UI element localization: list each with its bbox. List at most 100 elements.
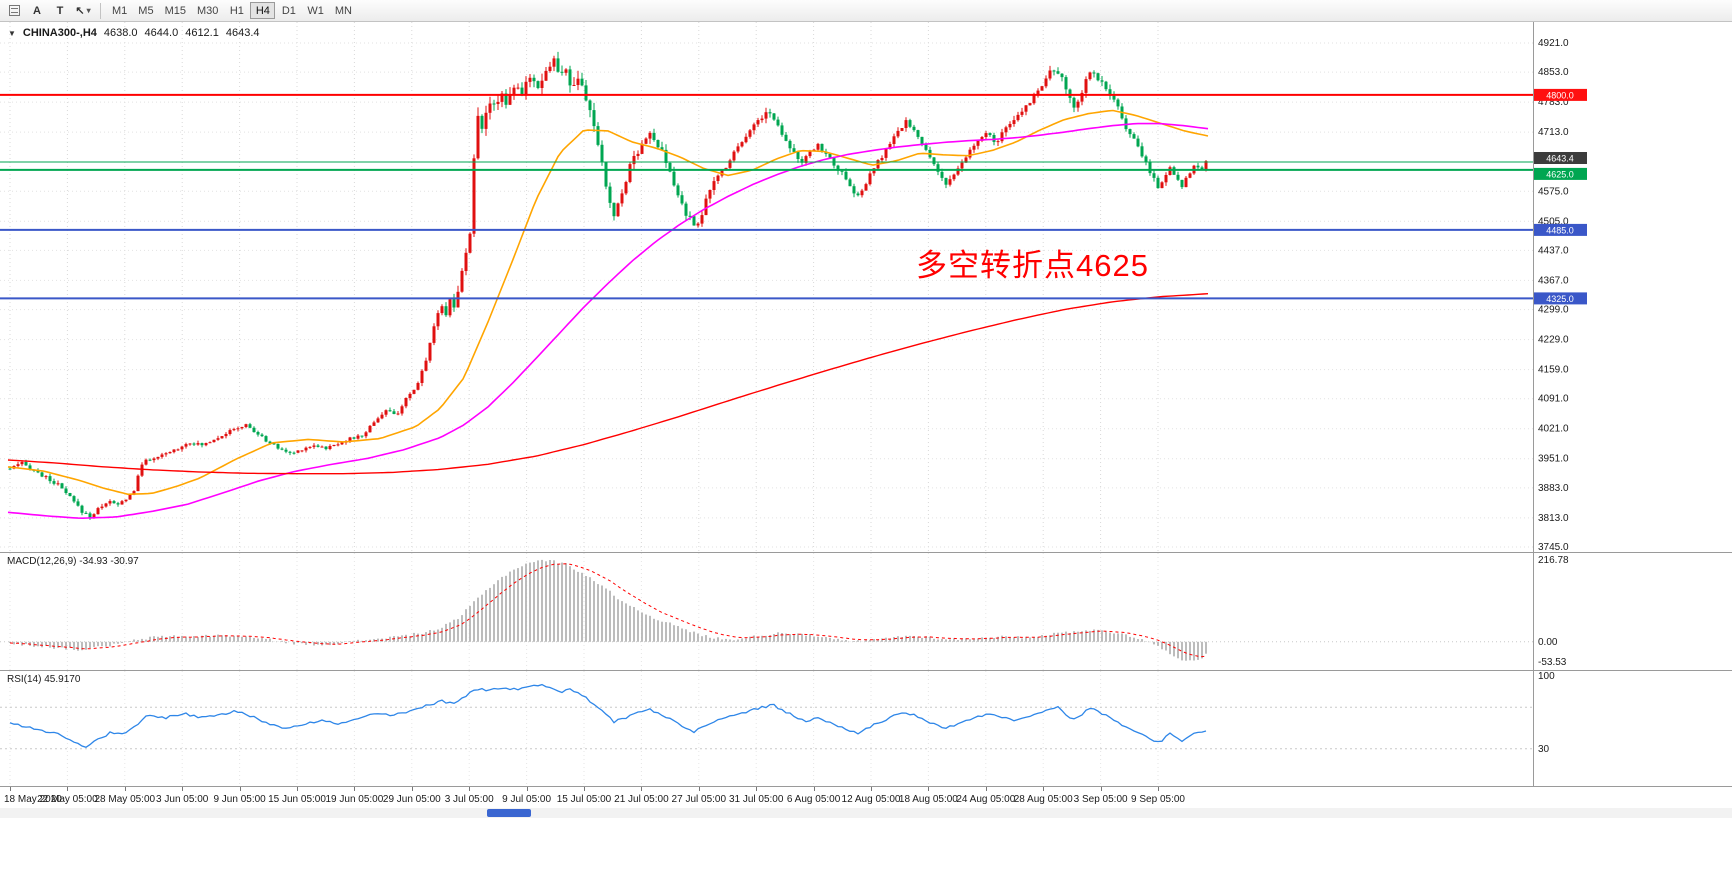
candles	[8, 51, 1208, 520]
svg-text:0.00: 0.00	[1538, 637, 1558, 648]
time-label: 28 May 05:00	[94, 794, 156, 805]
tf-button-d1[interactable]: D1	[276, 2, 301, 19]
svg-text:4299.0: 4299.0	[1538, 305, 1569, 316]
price-axis: 4921.0 4853.0 4783.0 4713.0 4575.0 4505.0 4437…	[1538, 38, 1569, 552]
collapse-triangle-icon[interactable]: ▼	[8, 28, 16, 38]
time-tick	[813, 787, 815, 791]
svg-text:4853.0: 4853.0	[1538, 67, 1569, 78]
time-tick	[469, 787, 471, 791]
chart-header: ▼ CHINA300-,H4 4638.0 4644.0 4612.1 4643…	[8, 27, 260, 39]
rsi-line	[9, 683, 1207, 749]
time-label: 6 Aug 05:00	[786, 794, 841, 805]
time-tick	[297, 787, 298, 791]
svg-text:30: 30	[1538, 744, 1550, 755]
svg-text:4367.0: 4367.0	[1538, 275, 1569, 286]
macd-panel-canvas[interactable]: 216.78 0.00 -53.53	[0, 552, 1732, 670]
scrollbar-thumb[interactable]	[487, 809, 531, 817]
timeframe-group: M1 M5 M15 M30 H1 H4 D1 W1 MN	[107, 2, 357, 19]
tf-button-h1[interactable]: H1	[224, 2, 249, 19]
top-toolbar: A T ↖ ▾ M1 M5 M15 M30 H1 H4 D1 W1 MN	[0, 0, 1732, 22]
time-tick	[10, 787, 11, 791]
time-label: 27 Jul 05:00	[671, 794, 727, 805]
price-level-lines[interactable]: 4800.0 4643.4 4625.0 4485.0 4325.0	[0, 88, 1587, 305]
time-tick	[756, 787, 758, 791]
tf-button-m30[interactable]: M30	[192, 2, 223, 19]
time-label: 22 May 05:00	[37, 794, 98, 805]
time-tick	[239, 787, 241, 791]
tf-button-m15[interactable]: M15	[160, 2, 191, 19]
time-label: 28 Aug 05:00	[1013, 794, 1073, 805]
macd-histogram	[9, 559, 1207, 661]
ma-slow-line	[7, 293, 1209, 475]
main-chart-canvas[interactable]: 4921.0 4853.0 4783.0 4713.0 4575.0 4505.0 4437…	[0, 22, 1732, 552]
time-label: 15 Jul 05:00	[556, 794, 612, 805]
ohlc-low: 4612.1	[185, 27, 219, 39]
time-label: 19 Jun 05:00	[325, 794, 384, 805]
macd-signal-line	[9, 563, 1207, 658]
svg-text:4159.0: 4159.0	[1538, 365, 1569, 376]
macd-value-main: -34.93	[79, 556, 108, 567]
rsi-label: RSI(14) 45.9170	[7, 674, 80, 685]
svg-text:4437.0: 4437.0	[1538, 245, 1569, 256]
text-label-tool[interactable]: T	[49, 2, 71, 20]
svg-text:4485.0: 4485.0	[1546, 225, 1574, 235]
time-label: 3 Jul 05:00	[444, 794, 494, 805]
time-label: 9 Jun 05:00	[213, 794, 266, 805]
time-label: 29 Jun 05:00	[382, 794, 441, 805]
tf-button-m5[interactable]: M5	[133, 2, 158, 19]
svg-text:4713.0: 4713.0	[1538, 127, 1569, 138]
time-label: 18 Aug 05:00	[898, 794, 958, 805]
tf-button-m1[interactable]: M1	[107, 2, 132, 19]
time-label: 21 Jul 05:00	[614, 794, 669, 805]
svg-text:4783.0: 4783.0	[1538, 97, 1569, 108]
time-label: 3 Sep 05:00	[1073, 794, 1128, 805]
time-tick	[641, 787, 643, 791]
time-tick	[354, 787, 356, 791]
macd-value-signal: -30.97	[110, 556, 139, 567]
chart-list-icon[interactable]	[3, 2, 25, 20]
time-tick	[1158, 787, 1159, 791]
svg-text:4021.0: 4021.0	[1538, 424, 1569, 435]
time-label: 9 Sep 05:00	[1131, 794, 1185, 805]
tf-button-mn[interactable]: MN	[330, 2, 357, 19]
tf-button-h4[interactable]: H4	[250, 2, 276, 19]
time-tick	[871, 787, 872, 791]
text-annotation-tool[interactable]: A	[26, 2, 48, 20]
time-axis: 18 May 2020 22 May 05:00 28 May 05:00 3 Jun…	[0, 786, 1732, 808]
rsi-panel-canvas[interactable]: 100 30	[0, 670, 1732, 786]
time-label: 3 Jun 05:00	[156, 794, 209, 805]
svg-text:3951.0: 3951.0	[1538, 454, 1569, 465]
svg-text:4625.0: 4625.0	[1546, 169, 1574, 179]
svg-text:4325.0: 4325.0	[1546, 294, 1574, 304]
svg-text:3745.0: 3745.0	[1538, 542, 1569, 552]
symbol-title: CHINA300-,H4	[22, 27, 97, 39]
time-label: 24 Aug 05:00	[956, 794, 1016, 805]
toolbar-separator	[100, 2, 101, 19]
svg-text:4800.0: 4800.0	[1546, 90, 1574, 100]
time-label: 18 May 2020	[4, 794, 62, 805]
time-tick	[1043, 787, 1045, 791]
svg-text:4921.0: 4921.0	[1538, 38, 1569, 49]
grid-icon	[8, 5, 20, 16]
time-tick	[67, 787, 69, 791]
ohlc-close: 4643.4	[225, 27, 260, 39]
time-tick	[182, 787, 184, 791]
tf-button-w1[interactable]: W1	[302, 2, 329, 19]
svg-text:4575.0: 4575.0	[1538, 186, 1569, 197]
ohlc-open: 4638.0	[103, 27, 138, 39]
time-tick	[928, 787, 930, 791]
svg-text:216.78: 216.78	[1538, 555, 1569, 566]
time-tick	[124, 787, 126, 791]
horizontal-scrollbar[interactable]	[0, 808, 1732, 818]
cursor-tool-dropdown[interactable]: ↖ ▾	[72, 2, 94, 20]
ohlc-high: 4644.0	[144, 27, 179, 39]
svg-text:4091.0: 4091.0	[1538, 394, 1569, 405]
ma-mid-line	[7, 122, 1209, 520]
ma-fast-line	[7, 109, 1209, 496]
chart-annotation-text[interactable]: 多空转折点4625	[916, 248, 1149, 283]
rsi-name: RSI(14)	[7, 674, 42, 685]
time-tick	[1100, 787, 1102, 791]
cursor-arrow-icon: ↖	[75, 5, 85, 17]
macd-name: MACD(12,26,9)	[7, 556, 77, 567]
